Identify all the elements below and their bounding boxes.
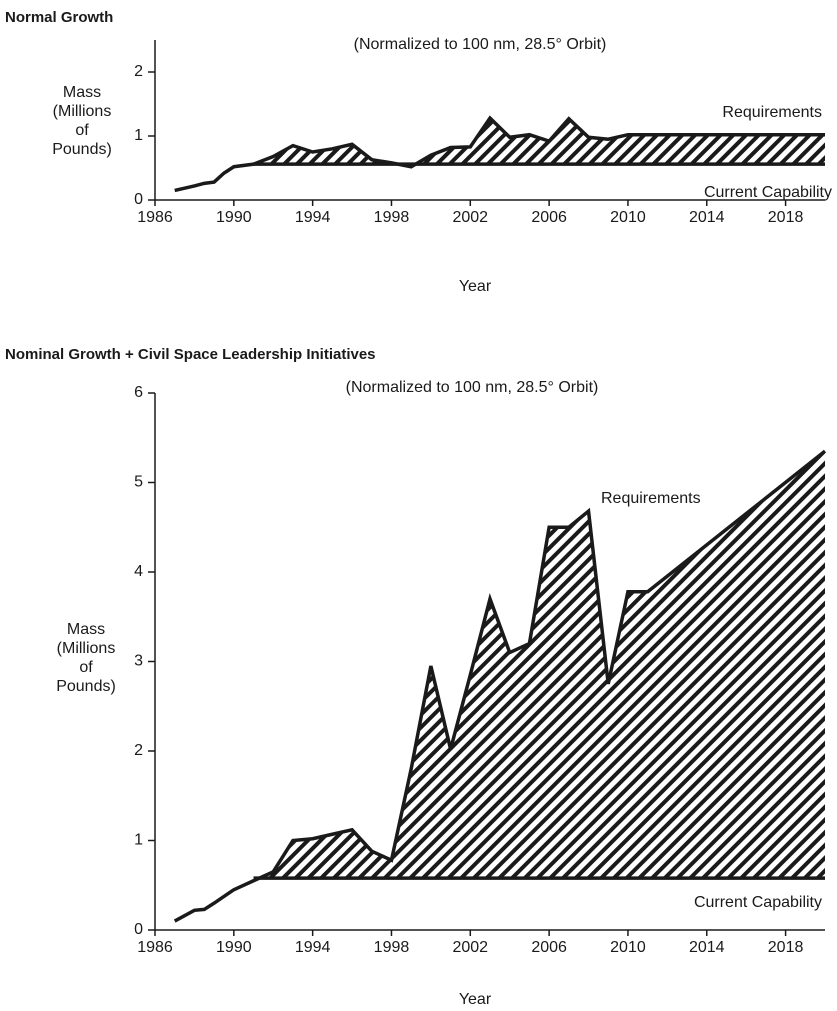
subtitle: (Normalized to 100 nm, 28.5° Orbit) — [346, 379, 599, 396]
y-axis-label: of — [75, 122, 89, 139]
series-label: Current Capability — [704, 184, 832, 201]
subtitle: (Normalized to 100 nm, 28.5° Orbit) — [354, 36, 607, 53]
x-tick-label: 2014 — [689, 209, 725, 226]
series-label: Requirements — [601, 490, 701, 507]
y-tick-label: 5 — [134, 474, 143, 491]
x-tick-label: 2002 — [452, 209, 488, 226]
x-tick-label: 1994 — [295, 939, 331, 956]
series-label: Requirements — [722, 104, 822, 121]
series-label: Current Capability — [694, 894, 822, 911]
y-axis-label: Pounds) — [56, 678, 116, 695]
y-tick-label: 6 — [134, 384, 143, 401]
x-tick-label: 1994 — [295, 209, 331, 226]
y-tick-label: 4 — [134, 563, 143, 580]
x-tick-label: 1990 — [216, 209, 252, 226]
chart-title: Nominal Growth + Civil Space Leadership … — [5, 346, 376, 363]
x-tick-label: 1998 — [374, 939, 410, 956]
hatched-area — [253, 451, 825, 879]
x-tick-label: 1990 — [216, 939, 252, 956]
y-tick-label: 2 — [134, 742, 143, 759]
x-tick-label: 1986 — [137, 209, 173, 226]
y-axis-label: Mass — [63, 84, 101, 101]
x-tick-label: 2018 — [768, 939, 804, 956]
y-axis-label: Mass — [67, 621, 105, 638]
y-tick-label: 2 — [134, 63, 143, 80]
y-tick-label: 1 — [134, 832, 143, 849]
y-axis-label: Pounds) — [52, 141, 112, 158]
x-tick-label: 2002 — [452, 939, 488, 956]
y-tick-label: 1 — [134, 127, 143, 144]
x-tick-label: 2006 — [531, 209, 567, 226]
y-tick-label: 3 — [134, 653, 143, 670]
x-tick-label: 2010 — [610, 939, 646, 956]
x-axis-label: Year — [459, 991, 492, 1008]
y-axis-label: (Millions — [57, 640, 116, 657]
x-tick-label: 1998 — [374, 209, 410, 226]
y-axis-label: of — [79, 659, 93, 676]
x-tick-label: 2018 — [768, 209, 804, 226]
series-line — [173, 449, 827, 923]
x-tick-label: 2014 — [689, 939, 725, 956]
y-tick-label: 0 — [134, 191, 143, 208]
hatched-area — [253, 118, 825, 165]
x-tick-label: 1986 — [137, 939, 173, 956]
x-tick-label: 2010 — [610, 209, 646, 226]
x-axis-label: Year — [459, 278, 492, 295]
chart-title: Normal Growth — [5, 9, 113, 26]
y-axis-label: (Millions — [53, 103, 112, 120]
x-tick-label: 2006 — [531, 939, 567, 956]
y-tick-label: 0 — [134, 921, 143, 938]
